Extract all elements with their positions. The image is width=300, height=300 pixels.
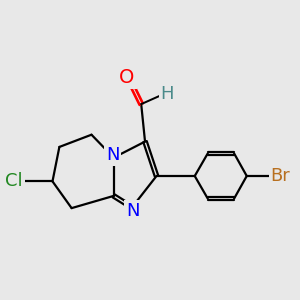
Text: H: H xyxy=(160,85,174,103)
Text: N: N xyxy=(126,202,140,220)
Text: O: O xyxy=(119,68,135,87)
Text: N: N xyxy=(106,146,120,164)
Text: Br: Br xyxy=(271,167,290,185)
Text: Cl: Cl xyxy=(5,172,23,190)
